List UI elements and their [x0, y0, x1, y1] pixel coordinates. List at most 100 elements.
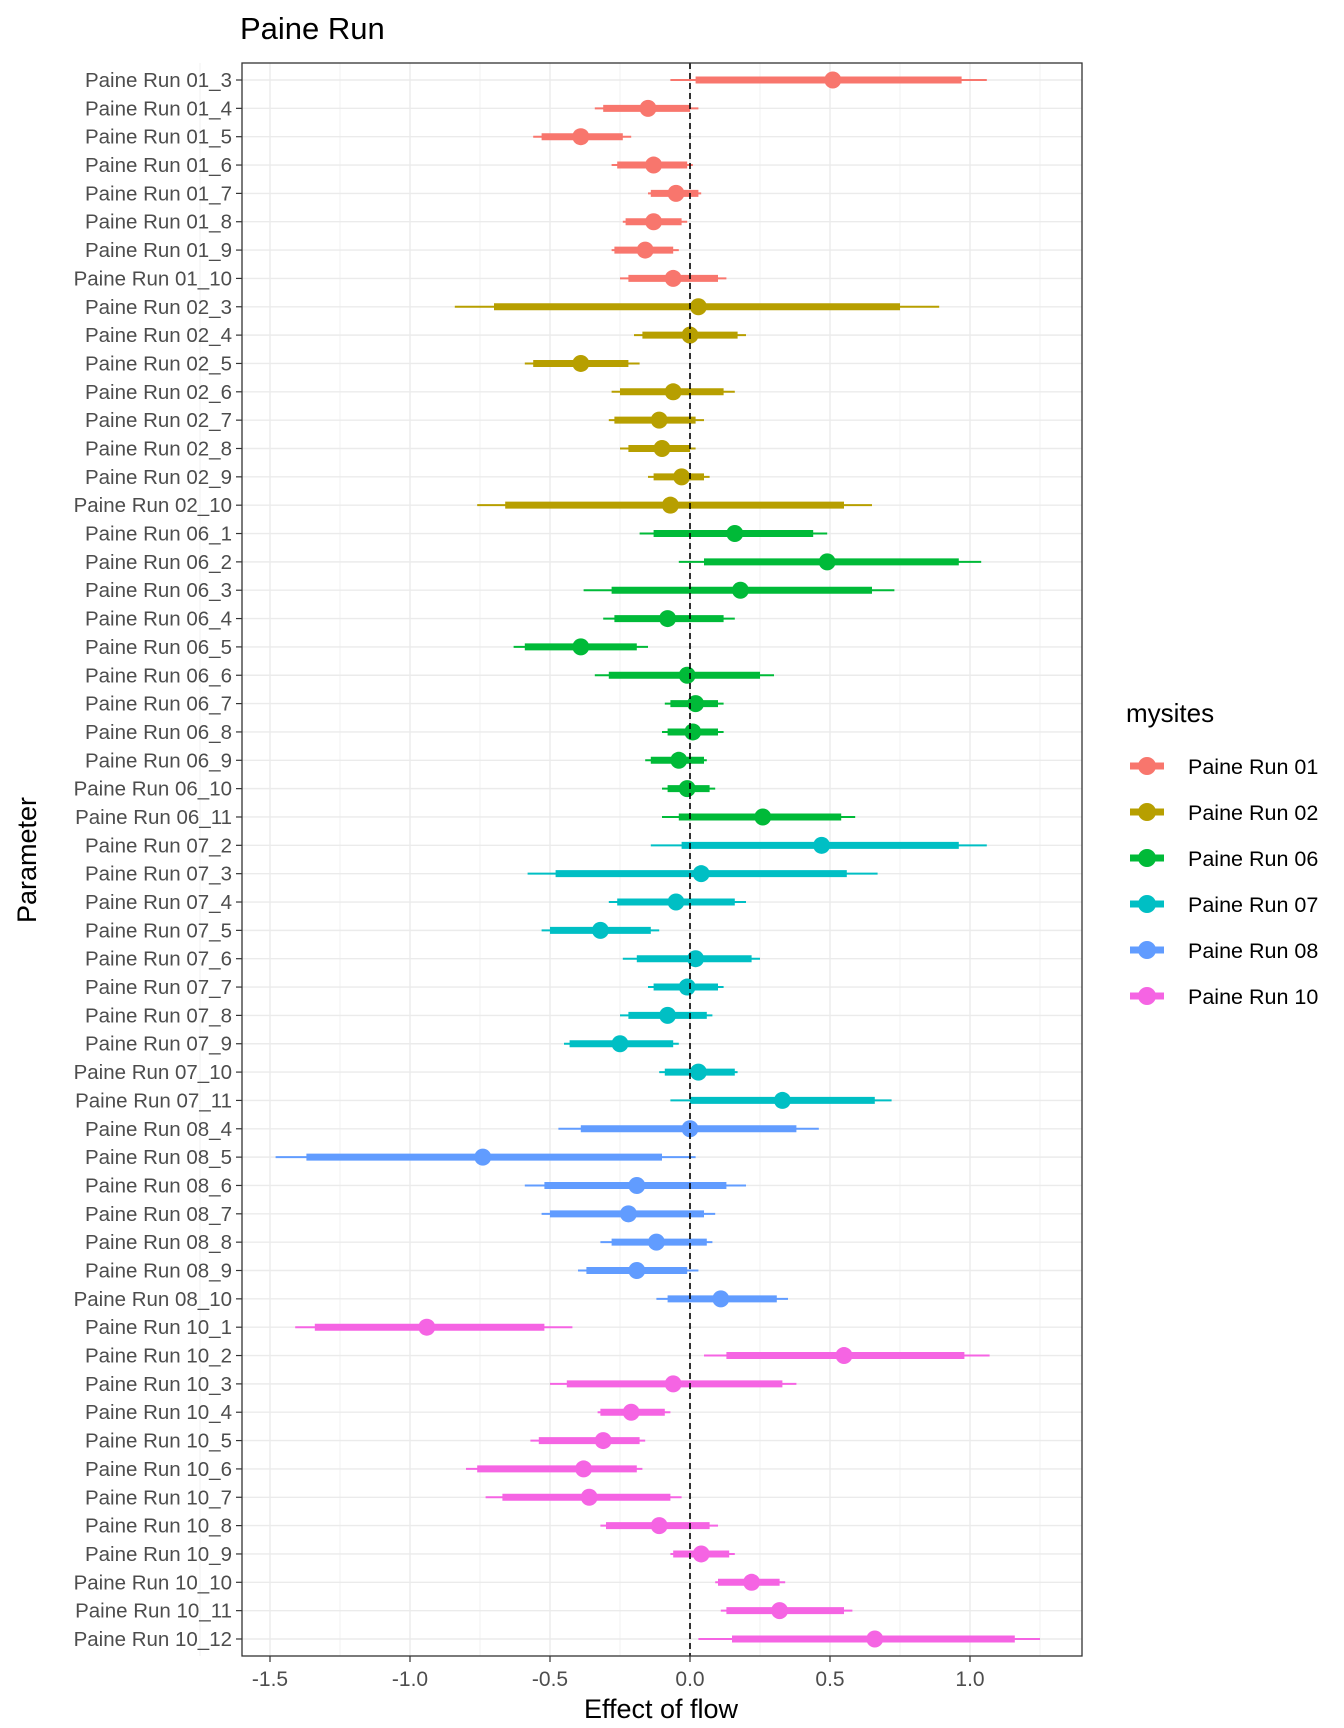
y-tick-label: Paine Run 10_12 [74, 1628, 232, 1651]
point-estimate [678, 780, 696, 798]
point-estimate [661, 496, 679, 514]
point-estimate [824, 71, 842, 89]
y-tick-label: Paine Run 07_2 [85, 834, 232, 857]
point-estimate [712, 1290, 730, 1308]
x-tick-label: 1.0 [955, 1668, 984, 1691]
y-tick-label: Paine Run 08_7 [85, 1203, 232, 1226]
y-tick-label: Paine Run 08_4 [85, 1118, 232, 1141]
y-tick-label: Paine Run 01_6 [85, 154, 232, 177]
point-estimate [628, 1176, 646, 1194]
legend-title: mysites [1126, 698, 1214, 728]
point-estimate [575, 1460, 593, 1478]
point-estimate [771, 1602, 789, 1620]
y-tick-label: Paine Run 01_7 [85, 182, 232, 205]
y-tick-label: Paine Run 07_6 [85, 948, 232, 971]
x-tick-label: -1.0 [392, 1668, 428, 1691]
y-tick-label: Paine Run 06_9 [85, 749, 232, 772]
point-estimate [689, 1063, 707, 1081]
legend: Paine Run 01 Paine Run 02 Paine Run 06 Pain… [1130, 755, 1318, 1009]
y-tick-label: Paine Run 10_2 [85, 1345, 232, 1368]
y-tick-label: Paine Run 06_4 [85, 608, 232, 631]
legend-key-point [1138, 849, 1156, 867]
legend-label: Paine Run 10 [1188, 985, 1318, 1009]
legend-label: Paine Run 06 [1188, 847, 1318, 871]
point-estimate [591, 921, 609, 939]
x-tick-label: -1.5 [252, 1668, 288, 1691]
y-tick-label: Paine Run 02_8 [85, 437, 232, 460]
y-tick-label: Paine Run 08_5 [85, 1146, 232, 1169]
chart-title: Paine Run [240, 11, 385, 46]
point-estimate [622, 1403, 640, 1421]
y-tick-label: Paine Run 01_10 [74, 267, 232, 290]
point-estimate [418, 1318, 436, 1336]
y-tick-label: Paine Run 02_7 [85, 409, 232, 432]
y-tick-label: Paine Run 01_3 [85, 69, 232, 92]
legend-label: Paine Run 01 [1188, 755, 1318, 779]
y-tick-label: Paine Run 07_9 [85, 1033, 232, 1056]
point-estimate [572, 638, 590, 656]
legend-key-point [1138, 941, 1156, 959]
point-estimate [692, 1545, 710, 1563]
y-tick-label: Paine Run 07_3 [85, 863, 232, 886]
point-estimate [572, 354, 590, 372]
y-tick-label: Paine Run 01_5 [85, 126, 232, 149]
x-axis: -1.5 -1.0 -0.5 0.0 0.5 1.0 [252, 1656, 985, 1691]
point-estimate [647, 1233, 665, 1251]
point-estimate [639, 99, 657, 117]
y-tick-label: Paine Run 06_8 [85, 721, 232, 744]
y-tick-label: Paine Run 01_9 [85, 239, 232, 262]
point-estimate [835, 1347, 853, 1365]
legend-key-point [1138, 757, 1156, 775]
point-estimate [664, 383, 682, 401]
legend-label: Paine Run 02 [1188, 801, 1318, 825]
point-estimate [754, 808, 772, 826]
point-estimate [645, 213, 663, 231]
x-tick-label: 0.0 [675, 1668, 704, 1691]
point-estimate [667, 184, 685, 202]
y-tick-label: Paine Run 07_11 [75, 1089, 232, 1112]
y-tick-label: Paine Run 07_4 [85, 891, 232, 914]
point-estimate [689, 298, 707, 316]
y-axis: Paine Run 01_3 Paine Run 01_4 Paine Run 01… [74, 69, 242, 1651]
y-tick-label: Paine Run 07_8 [85, 1004, 232, 1027]
x-tick-label: 0.5 [815, 1668, 844, 1691]
point-estimate [650, 411, 668, 429]
y-tick-label: Paine Run 08_6 [85, 1174, 232, 1197]
point-estimate [726, 525, 744, 543]
y-tick-label: Paine Run 06_6 [85, 664, 232, 687]
point-estimate [628, 1262, 646, 1280]
point-estimate [687, 695, 705, 713]
point-estimate [692, 865, 710, 883]
y-tick-label: Paine Run 10_6 [85, 1458, 232, 1481]
y-tick-label: Paine Run 02_6 [85, 381, 232, 404]
panel-border [241, 62, 1083, 1657]
y-axis-label: Parameter [12, 797, 42, 923]
point-estimate [678, 978, 696, 996]
y-tick-label: Paine Run 10_7 [85, 1486, 232, 1509]
point-estimate [743, 1573, 761, 1591]
y-tick-label: Paine Run 08_8 [85, 1231, 232, 1254]
y-tick-label: Paine Run 02_5 [85, 352, 232, 375]
x-tick-label: -0.5 [532, 1668, 568, 1691]
point-estimate [659, 1006, 677, 1024]
y-tick-label: Paine Run 10_3 [85, 1373, 232, 1396]
point-estimate [611, 1035, 629, 1053]
point-estimate [773, 1091, 791, 1109]
y-tick-label: Paine Run 02_3 [85, 296, 232, 319]
point-estimate [670, 751, 688, 769]
y-tick-label: Paine Run 06_11 [75, 806, 232, 829]
y-tick-label: Paine Run 10_5 [85, 1430, 232, 1453]
legend-key-point [1138, 803, 1156, 821]
point-estimate [653, 439, 671, 457]
point-estimate [636, 241, 654, 259]
point-estimate [667, 893, 685, 911]
y-tick-label: Paine Run 07_7 [85, 976, 232, 999]
point-estimate [684, 723, 702, 741]
y-tick-label: Paine Run 10_10 [74, 1571, 232, 1594]
legend-label: Paine Run 08 [1188, 939, 1318, 963]
y-tick-label: Paine Run 10_11 [75, 1600, 232, 1623]
y-tick-label: Paine Run 10_8 [85, 1515, 232, 1538]
y-tick-label: Paine Run 06_2 [85, 551, 232, 574]
point-estimate [645, 156, 663, 174]
point-estimate [664, 269, 682, 287]
